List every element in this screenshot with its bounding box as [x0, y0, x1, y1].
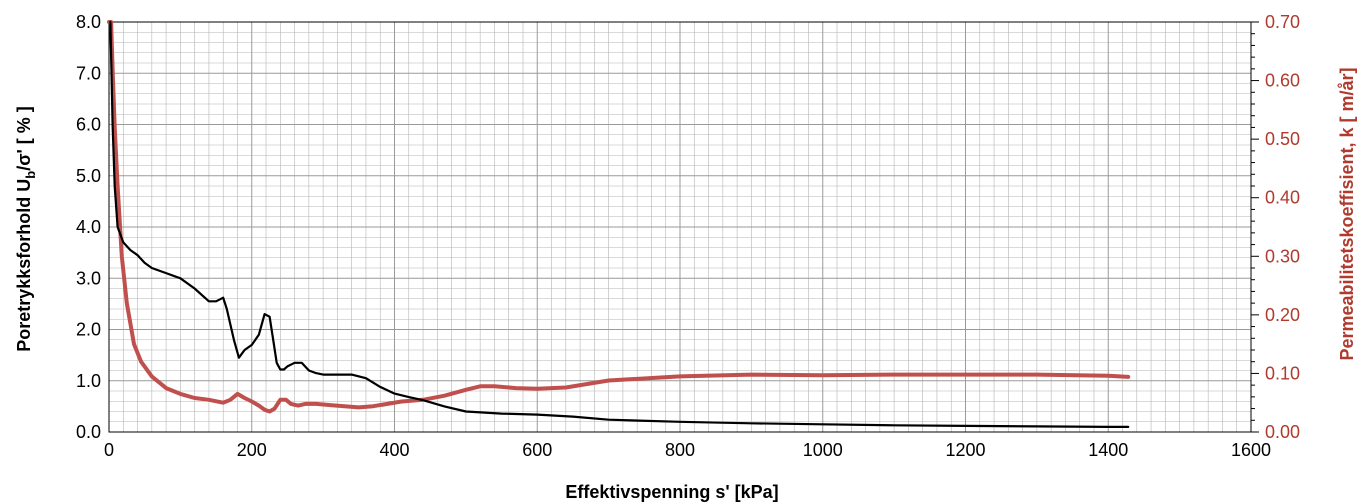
left-tick-label: 3.0 [76, 268, 101, 288]
right-axis-title: Permeabilitetskoeffisient, k [ m/år] [1337, 67, 1357, 360]
x-tick-label: 400 [379, 440, 409, 460]
right-axis-ticks: 0.00 0.10 0.20 0.30 0.40 0.50 0.60 0.70 [1251, 12, 1300, 442]
x-tick-label: 1400 [1088, 440, 1128, 460]
x-tick-label: 1200 [945, 440, 985, 460]
right-tick-label: 0.50 [1265, 129, 1300, 149]
series-layer [107, 20, 1131, 428]
left-tick-label: 7.0 [76, 63, 101, 83]
right-tick-label: 0.30 [1265, 246, 1300, 266]
right-tick-label: 0.00 [1265, 422, 1300, 442]
left-axis-title: Poretrykksforhold Ub/σ' [ % ] [14, 106, 38, 352]
series-line-pore-pressure-ratio [109, 20, 1130, 428]
left-tick-label: 4.0 [76, 217, 101, 237]
left-tick-label: 5.0 [76, 166, 101, 186]
x-axis-ticks: 0 200 400 600 800 1000 1200 1400 1600 [104, 440, 1271, 460]
right-tick-label: 0.40 [1265, 188, 1300, 208]
x-tick-label: 1000 [803, 440, 843, 460]
x-tick-label: 600 [522, 440, 552, 460]
left-axis-title-sub: b [23, 171, 38, 179]
series-line-permeability [107, 20, 1131, 414]
left-axis-ticks: 0.0 1.0 2.0 3.0 4.0 5.0 6.0 7.0 8.0 [76, 12, 101, 442]
left-tick-label: 1.0 [76, 371, 101, 391]
right-tick-label: 0.10 [1265, 363, 1300, 383]
right-tick-label: 0.20 [1265, 305, 1300, 325]
x-tick-label: 800 [665, 440, 695, 460]
left-tick-label: 0.0 [76, 422, 101, 442]
right-tick-label: 0.60 [1265, 71, 1300, 91]
left-axis-title-rest: /σ' [ % ] [14, 106, 34, 171]
x-axis-title: Effektivspenning s' [kPa] [565, 482, 778, 502]
x-tick-label: 1600 [1231, 440, 1271, 460]
x-tick-label: 0 [104, 440, 114, 460]
left-axis-title-main: Poretrykksforhold U [14, 179, 34, 352]
right-tick-label: 0.70 [1265, 12, 1300, 32]
left-tick-label: 8.0 [76, 12, 101, 32]
plot-frame [108, 21, 1252, 433]
x-tick-label: 200 [237, 440, 267, 460]
left-tick-label: 6.0 [76, 115, 101, 135]
left-tick-label: 2.0 [76, 320, 101, 340]
